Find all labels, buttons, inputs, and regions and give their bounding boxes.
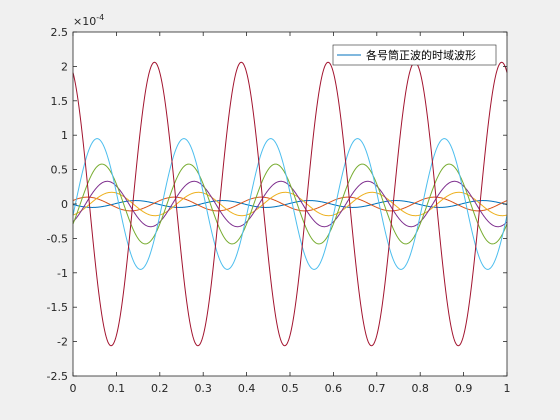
- series-line-1: [72, 200, 508, 208]
- y-tick-label: 2: [61, 60, 68, 73]
- y-tick-label: -2.5: [47, 370, 68, 383]
- legend: 各号筒正波的时域波形: [332, 44, 497, 66]
- x-tick-label: 0.2: [151, 382, 169, 395]
- plot-area: [73, 32, 507, 376]
- series-line-6: [72, 138, 508, 270]
- series-line-7: [72, 61, 508, 347]
- x-tick-label: 0.6: [325, 382, 343, 395]
- y-tick-label: -2: [57, 336, 68, 349]
- x-tick-label: 0: [70, 382, 77, 395]
- y-tick-label: 0.5: [51, 164, 69, 177]
- x-tick-label: 1: [504, 382, 511, 395]
- x-tick-label: 0.9: [455, 382, 473, 395]
- y-axis-exponent: ×10-4: [73, 13, 104, 28]
- series-line-2: [72, 196, 508, 212]
- y-tick-label: -1.5: [47, 301, 68, 314]
- y-tick-label: 0: [61, 198, 68, 211]
- series-line-4: [72, 180, 508, 228]
- y-tick-label: 1: [61, 129, 68, 142]
- x-tick-label: 0.4: [238, 382, 256, 395]
- ticks-group: 0 0.1 0.2 0.3 0.4 0.5 0.6 0.7 0.8 0.9 1 2.5 2 1.5 1 0.5…: [47, 26, 511, 395]
- x-tick-label: 0.8: [411, 382, 429, 395]
- y-tick-label: -0.5: [47, 232, 68, 245]
- x-tick-label: 0.3: [194, 382, 212, 395]
- series-group: [72, 61, 508, 347]
- y-tick-label: 1.5: [51, 95, 69, 108]
- x-tick-label: 0.5: [281, 382, 299, 395]
- y-tick-label: -1: [57, 267, 68, 280]
- legend-box: [332, 44, 497, 66]
- legend-entry-label: 各号筒正波的时域波形: [366, 48, 476, 62]
- x-tick-label: 0.1: [108, 382, 126, 395]
- y-tick-label: 2.5: [51, 26, 69, 39]
- x-tick-label: 0.7: [368, 382, 386, 395]
